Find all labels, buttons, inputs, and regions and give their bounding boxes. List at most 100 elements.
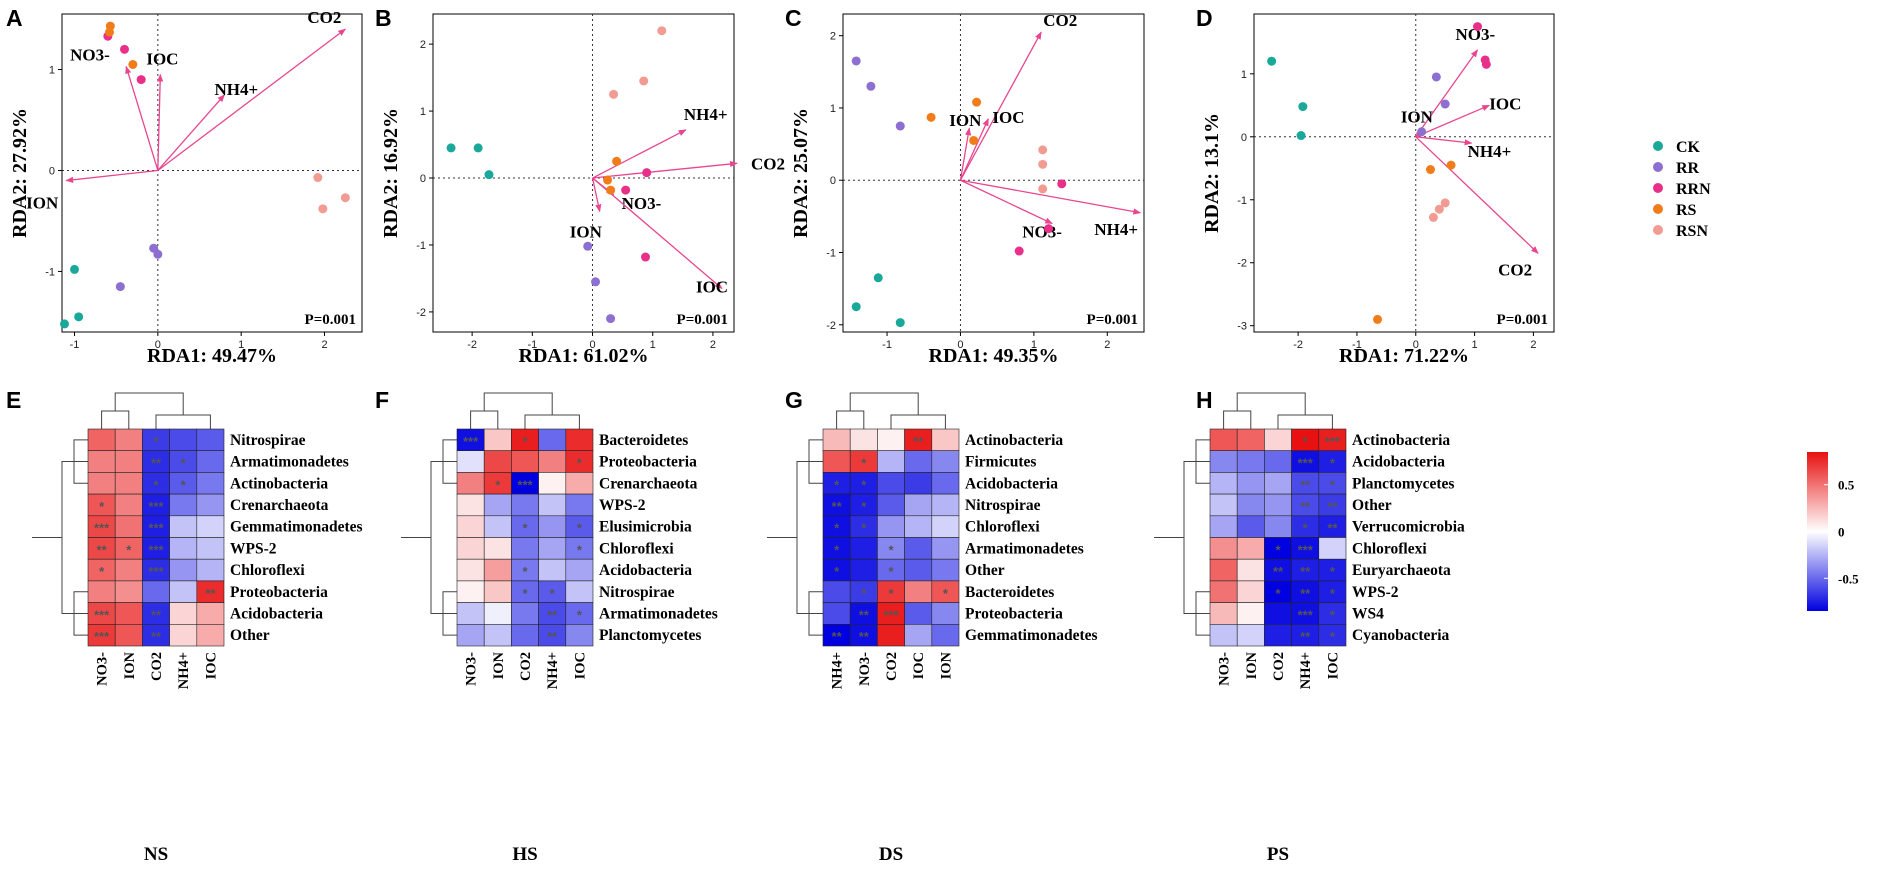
column-label: ION bbox=[122, 651, 138, 679]
significance-marker: *** bbox=[883, 607, 899, 622]
rda-vector bbox=[157, 73, 164, 171]
significance-marker: * bbox=[834, 564, 840, 579]
row-label: Other bbox=[1352, 497, 1392, 514]
significance-marker: * bbox=[888, 542, 894, 557]
heatmap-cell bbox=[904, 537, 933, 560]
heatmap-cell bbox=[114, 450, 143, 473]
sample-point bbox=[1044, 224, 1054, 234]
significance-marker: ** bbox=[205, 586, 216, 601]
significance-marker: * bbox=[1275, 542, 1281, 557]
significance-marker: * bbox=[861, 521, 867, 536]
heatmap-cell bbox=[483, 493, 512, 517]
heatmap-cell bbox=[931, 537, 960, 560]
heatmap-cell bbox=[931, 428, 960, 452]
heatmap-cell bbox=[456, 602, 485, 625]
p-value-label: P=0.001 bbox=[677, 312, 728, 328]
y-tick-label: 0 bbox=[49, 165, 55, 177]
heatmap-cell bbox=[538, 493, 567, 517]
heatmap-cell bbox=[169, 493, 198, 517]
heatmap-cell bbox=[456, 558, 485, 582]
heatmap-cell bbox=[1264, 450, 1292, 473]
column-dendrogram bbox=[101, 392, 211, 429]
heatmap-cell bbox=[1264, 493, 1292, 517]
heatmap-cell bbox=[87, 428, 116, 452]
row-label: Gemmatimonadetes bbox=[965, 627, 1098, 644]
vector-label: IOC bbox=[146, 50, 178, 69]
sample-point bbox=[1417, 127, 1427, 137]
heatmap-cell bbox=[456, 515, 485, 538]
significance-marker: * bbox=[1330, 586, 1336, 601]
row-label: Firmicutes bbox=[965, 454, 1036, 471]
row-label: WPS-2 bbox=[1352, 584, 1399, 601]
significance-marker: ** bbox=[1327, 499, 1338, 514]
sample-point bbox=[446, 143, 456, 153]
column-label: CO2 bbox=[518, 652, 534, 681]
significance-marker: *** bbox=[148, 564, 164, 579]
significance-marker: * bbox=[522, 521, 528, 536]
sample-point bbox=[621, 185, 631, 195]
sample-point bbox=[105, 27, 114, 37]
panel-letter: D bbox=[1196, 5, 1213, 31]
significance-marker: * bbox=[577, 456, 583, 471]
row-label: Nitrospirae bbox=[230, 432, 306, 449]
row-label: Other bbox=[230, 627, 270, 644]
heatmap-cell bbox=[114, 580, 143, 603]
rda-vector bbox=[592, 129, 687, 179]
significance-marker: *** bbox=[94, 629, 110, 644]
x-tick-label: 2 bbox=[1530, 339, 1536, 351]
heatmap-cell bbox=[1236, 450, 1265, 473]
heatmap-cell bbox=[904, 558, 933, 582]
vector-label: ION bbox=[949, 111, 982, 130]
y-tick-label: 1 bbox=[830, 103, 836, 115]
sample-point bbox=[153, 249, 163, 259]
significance-marker: ** bbox=[97, 542, 108, 557]
significance-marker: ** bbox=[547, 607, 558, 622]
heatmap-cell bbox=[483, 602, 512, 625]
heatmap-cell bbox=[1209, 472, 1238, 495]
heatmap-title: PS bbox=[1267, 844, 1289, 865]
significance-marker: * bbox=[99, 564, 105, 579]
significance-marker: ** bbox=[832, 629, 843, 644]
heatmap-cell bbox=[904, 580, 933, 603]
heatmap-cell bbox=[877, 428, 905, 452]
significance-marker: ** bbox=[1300, 564, 1311, 579]
sample-point bbox=[1431, 72, 1441, 82]
row-label: Other bbox=[965, 562, 1005, 579]
row-label: Acidobacteria bbox=[599, 562, 692, 579]
heatmap-cell bbox=[1209, 493, 1238, 517]
heatmap-cell bbox=[1209, 602, 1238, 625]
heatmap-cell bbox=[196, 537, 225, 560]
heatmap-cell bbox=[1209, 580, 1238, 603]
heatmap-cell bbox=[456, 493, 485, 517]
vector-label: IOC bbox=[992, 108, 1024, 127]
heatmap-cell bbox=[822, 580, 851, 603]
y-tick-label: 1 bbox=[420, 106, 426, 118]
column-dendrogram bbox=[836, 392, 946, 429]
row-label: Elusimicrobia bbox=[599, 519, 692, 536]
plot-frame bbox=[61, 13, 363, 333]
heatmap-cell bbox=[1236, 602, 1265, 625]
significance-marker: * bbox=[861, 477, 867, 492]
heatmap-cell bbox=[169, 428, 198, 452]
p-value-label: P=0.001 bbox=[1087, 312, 1138, 328]
significance-marker: *** bbox=[463, 434, 479, 449]
column-label: CO2 bbox=[884, 652, 900, 681]
significance-marker: ** bbox=[151, 629, 162, 644]
heatmap-cell bbox=[931, 472, 960, 495]
sample-point bbox=[866, 81, 876, 91]
heatmap-cell bbox=[483, 515, 512, 538]
heatmap-cell bbox=[511, 493, 539, 517]
heatmap-cell bbox=[904, 602, 933, 625]
row-label: Acidobacteria bbox=[965, 475, 1058, 492]
heatmap-cell bbox=[904, 493, 933, 517]
significance-marker: * bbox=[181, 477, 187, 492]
rda-vector bbox=[592, 160, 738, 179]
row-label: Actinobacteria bbox=[230, 475, 328, 492]
sample-point bbox=[657, 26, 667, 36]
vector-label: ION bbox=[1401, 107, 1434, 126]
row-label: Cyanobacteria bbox=[1352, 627, 1450, 644]
heatmap-cell bbox=[114, 623, 143, 647]
heatmap-cell bbox=[877, 515, 905, 538]
x-tick-label: -1 bbox=[527, 339, 537, 351]
plot-frame bbox=[842, 13, 1145, 333]
